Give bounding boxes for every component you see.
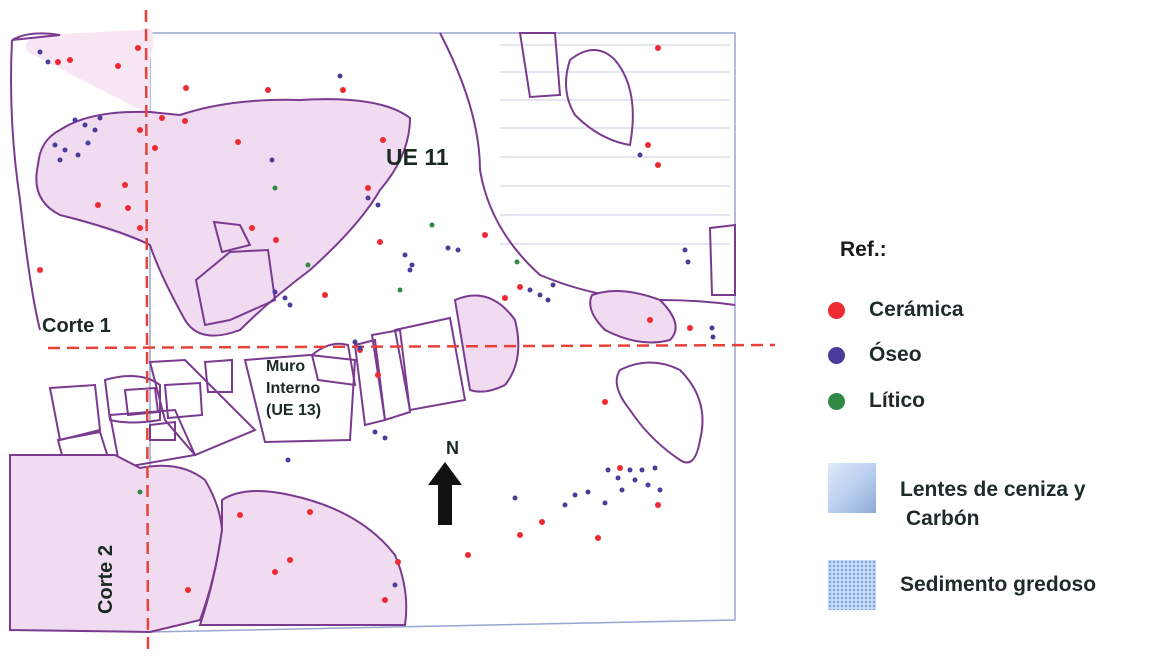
legend-label-sediment: Sedimento gredoso	[900, 573, 1097, 596]
ash-lens-east-1	[589, 290, 677, 344]
legend-label-litico: Lítico	[869, 389, 925, 412]
left-boundary-outline	[10, 32, 61, 331]
legend-item-oseo: Óseo	[828, 343, 922, 367]
label-muro-line-2: Interno	[266, 380, 321, 397]
section-line-corte-2	[144, 9, 150, 656]
green-dot-icon	[828, 392, 845, 410]
ash-lens-east-3	[453, 294, 520, 393]
rock-e-1	[708, 223, 736, 296]
bone-finds	[37, 49, 716, 588]
label-muro-line-1: Muro	[266, 358, 306, 375]
purple-dot-icon	[828, 346, 845, 364]
rock-east-2	[615, 361, 704, 464]
label-corte-1: Corte 1	[42, 315, 111, 337]
legend-item-sediment: Sedimento gredoso	[828, 560, 1096, 610]
ash-lens-ue11	[35, 98, 412, 337]
north-arrow-icon	[428, 462, 462, 525]
legend-label-oseo: Óseo	[869, 343, 922, 366]
legend-label-ash-line-1: Lentes de ceniza y	[900, 478, 1086, 501]
lithic-finds	[137, 185, 520, 495]
interior-wall-stones	[48, 316, 467, 480]
ue11-outline	[439, 32, 736, 306]
label-ue11: UE 11	[386, 144, 449, 170]
label-muro-line-3: (UE 13)	[266, 402, 322, 419]
label-north: N	[446, 438, 459, 458]
red-dot-icon	[828, 301, 845, 319]
section-line-corte-1	[47, 343, 776, 350]
grid-hatching	[500, 44, 730, 245]
legend-label-ash-line-2: Carbón	[906, 507, 980, 530]
legend-item-ceramica: Cerámica	[828, 298, 964, 322]
inner-rock-2	[212, 220, 252, 254]
legend-item-ash: Lentes de ceniza y Carbón	[828, 463, 1086, 533]
rock-ne-1	[518, 32, 562, 99]
inner-rock-1	[194, 248, 277, 327]
ceramic-finds	[37, 45, 693, 603]
label-corte-2: Corte 2	[94, 545, 117, 614]
rock-ne-2	[565, 49, 634, 147]
ash-lens-south	[198, 490, 408, 626]
legend-item-litico: Lítico	[828, 389, 925, 413]
ash-swatch-icon	[828, 463, 876, 513]
sediment-swatch-icon	[828, 560, 876, 610]
legend-title: Ref.:	[840, 238, 887, 261]
legend-label-ceramica: Cerámica	[869, 298, 964, 321]
